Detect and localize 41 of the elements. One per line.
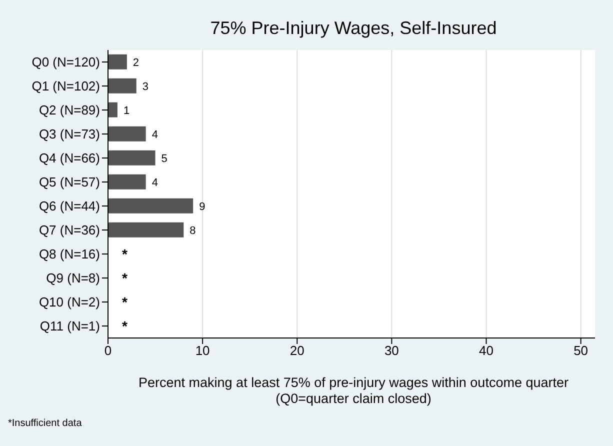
bar: [108, 174, 146, 190]
data-label: 4: [152, 128, 158, 141]
x-tick-label: 10: [195, 343, 210, 358]
chart-title: 75% Pre-Injury Wages, Self-Insured: [209, 18, 498, 39]
x-tick-label: 0: [104, 343, 112, 358]
y-tick-label: Q3 (N=73): [38, 126, 100, 142]
data-label: 9: [199, 200, 206, 213]
data-label: 5: [161, 152, 168, 165]
y-tick-label: Q11 (N=1): [40, 318, 100, 334]
data-label: 8: [190, 224, 196, 237]
y-tick-label: Q6 (N=44): [38, 198, 100, 214]
text: *: [122, 270, 128, 286]
y-tick-label: Q2 (N=89): [38, 102, 100, 118]
x-tick-label: 50: [574, 343, 588, 358]
y-tick-label: Q4 (N=66): [38, 150, 100, 166]
text: *Insufficient data: [8, 418, 82, 429]
y-tick-label: Q1 (N=102): [32, 78, 100, 94]
data-label: 2: [132, 56, 140, 69]
x-tick-label: 40: [479, 343, 494, 358]
y-tick-label: Q9 (N=8): [46, 270, 100, 286]
x-tick-label: 30: [384, 343, 399, 358]
bar: [108, 150, 156, 166]
y-tick-label: Q10 (N=2): [38, 294, 100, 310]
bar: [108, 78, 136, 94]
y-tick-label: Q0 (N=120): [32, 54, 100, 70]
bar: [108, 54, 127, 70]
text: *: [122, 246, 128, 262]
x-axis-title: Percent making at least 75% of pre-injury wages within outcome quarter (Q0=quarter claim closed): [138, 375, 570, 407]
text: *: [122, 294, 128, 310]
bar: [108, 222, 184, 238]
y-tick-label: Q8 (N=16): [38, 246, 100, 262]
bar: [108, 102, 118, 118]
bar: [108, 126, 146, 142]
y-tick-label: Q7 (N=36): [38, 222, 100, 238]
text: *: [122, 318, 128, 334]
data-label: 1: [123, 104, 130, 117]
data-label: 4: [152, 176, 158, 189]
data-label: 3: [142, 80, 148, 93]
bar: [108, 198, 194, 214]
x-tick-label: 20: [290, 343, 304, 358]
y-tick-label: Q5 (N=57): [38, 174, 100, 190]
